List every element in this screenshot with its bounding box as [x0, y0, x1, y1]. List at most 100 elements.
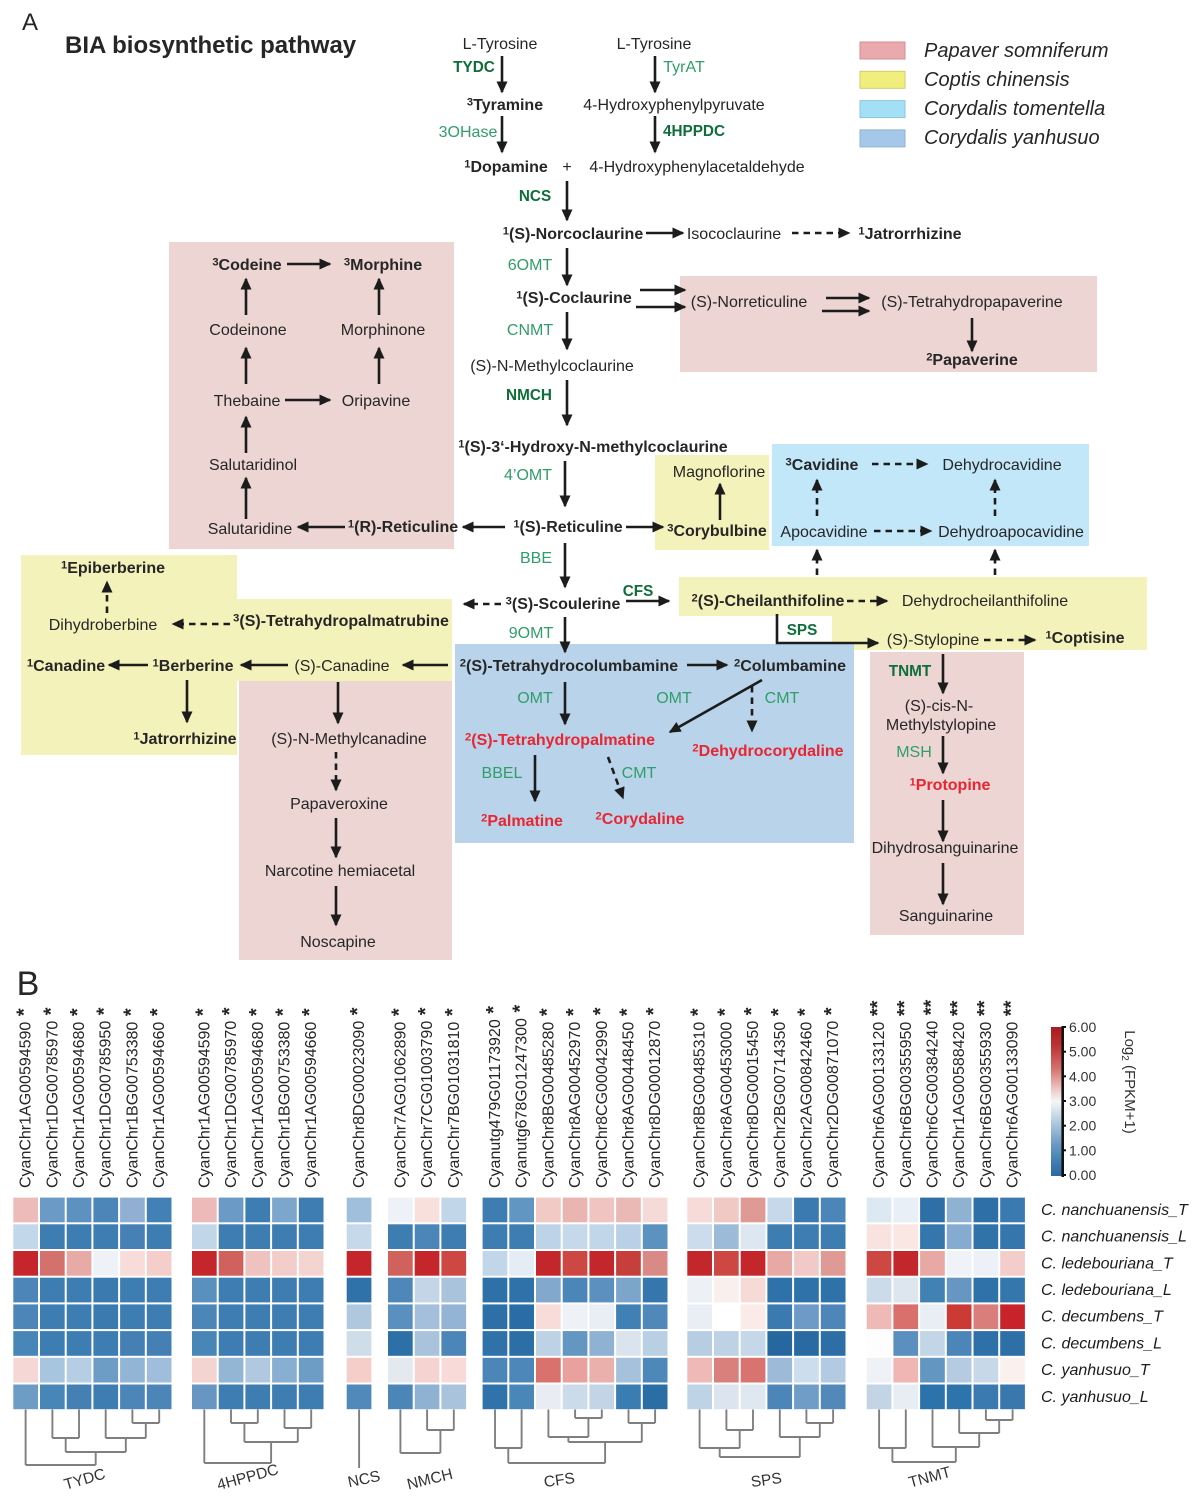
svg-text:TYDC: TYDC — [453, 59, 495, 76]
svg-text:4HPPDC: 4HPPDC — [663, 123, 725, 140]
svg-text:CyanChr2DG00871070 *: CyanChr2DG00871070 * — [821, 1007, 843, 1188]
svg-text:TNMT: TNMT — [889, 663, 932, 680]
svg-text:Corydalis tomentella: Corydalis tomentella — [924, 98, 1105, 120]
svg-text:2Columbamine: 2Columbamine — [734, 658, 846, 676]
svg-text:1(S)-3‘-Hydroxy-N-methylcoclau: 1(S)-3‘-Hydroxy-N-methylcoclaurine — [458, 439, 728, 457]
svg-text:C. ledebouriana_T: C. ledebouriana_T — [1041, 1255, 1174, 1272]
svg-text:1Jatrorrhizine: 1Jatrorrhizine — [133, 731, 236, 749]
svg-text:OMT: OMT — [656, 690, 692, 707]
svg-text:Isococlaurine: Isococlaurine — [687, 226, 781, 243]
svg-text:NMCH: NMCH — [506, 387, 552, 404]
svg-text:1Canadine: 1Canadine — [27, 658, 105, 676]
svg-text:CyanChr8DG00012870 *: CyanChr8DG00012870 * — [643, 1007, 665, 1188]
svg-text:BIA biosynthetic pathway: BIA biosynthetic pathway — [65, 32, 357, 59]
svg-text:2(S)-Tetrahydrocolumbamine: 2(S)-Tetrahydrocolumbamine — [460, 658, 679, 676]
svg-text:3Tyramine: 3Tyramine — [467, 97, 543, 115]
svg-text:Cyanutg479G01173920 *: Cyanutg479G01173920 * — [483, 1006, 505, 1188]
svg-text:0.00: 0.00 — [1069, 1167, 1096, 1183]
svg-text:Narcotine hemiacetal: Narcotine hemiacetal — [265, 863, 415, 880]
svg-text:CyanChr1AG00594590 *: CyanChr1AG00594590 * — [14, 1008, 36, 1188]
svg-text:CyanChr1DG00785970 *: CyanChr1DG00785970 * — [40, 1007, 62, 1188]
svg-text:2(S)-Tetrahydropalmatine: 2(S)-Tetrahydropalmatine — [465, 732, 655, 750]
svg-text:(S)-Tetrahydropapaverine: (S)-Tetrahydropapaverine — [881, 294, 1063, 311]
svg-text:B: B — [17, 965, 40, 1003]
svg-text:6.00: 6.00 — [1069, 1019, 1096, 1035]
svg-text:C. yanhusuo_L: C. yanhusuo_L — [1041, 1389, 1149, 1406]
svg-text:2Dehydrocorydaline: 2Dehydrocorydaline — [692, 743, 843, 761]
svg-text:CNMT: CNMT — [507, 322, 553, 339]
svg-text:CyanChr1DG00785970 *: CyanChr1DG00785970 * — [219, 1007, 241, 1188]
svg-text:NCS: NCS — [346, 1468, 382, 1491]
svg-text:1.00: 1.00 — [1069, 1142, 1096, 1158]
svg-text:CyanChr8BG00485280 *: CyanChr8BG00485280 * — [536, 1008, 558, 1188]
svg-text:1Protopine: 1Protopine — [910, 777, 991, 795]
svg-text:CMT: CMT — [765, 690, 800, 707]
svg-text:CyanChr8AG00453000 *: CyanChr8AG00453000 * — [714, 1008, 736, 1188]
svg-text:Dehydroapocavidine: Dehydroapocavidine — [938, 524, 1084, 541]
svg-text:SPS: SPS — [750, 1470, 783, 1491]
svg-text:CyanChr2BG00714350 *: CyanChr2BG00714350 * — [768, 1008, 790, 1188]
svg-text:3Corybulbine: 3Corybulbine — [667, 523, 767, 541]
svg-text:3Codeine: 3Codeine — [212, 257, 281, 275]
svg-text:(S)-N-Methylcanadine: (S)-N-Methylcanadine — [271, 731, 427, 748]
svg-text:CyanChr6AG00133090 **: CyanChr6AG00133090 ** — [1001, 1000, 1023, 1188]
svg-text:CMT: CMT — [622, 765, 657, 782]
svg-text:BBE: BBE — [520, 550, 552, 567]
svg-text:C. decumbens_L: C. decumbens_L — [1041, 1335, 1162, 1352]
svg-text:3.00: 3.00 — [1069, 1093, 1096, 1109]
svg-text:Papaveroxine: Papaveroxine — [290, 796, 388, 813]
svg-text:CyanChr6AG00133120 **: CyanChr6AG00133120 ** — [867, 1000, 889, 1188]
svg-text:1(R)-Reticuline: 1(R)-Reticuline — [348, 519, 458, 537]
svg-text:1(S)-Norcoclaurine: 1(S)-Norcoclaurine — [503, 226, 644, 244]
svg-text:CyanChr1AG00588420 **: CyanChr1AG00588420 ** — [947, 1000, 969, 1188]
svg-text:Dihydroberbine: Dihydroberbine — [49, 617, 158, 634]
svg-text:C. decumbens_T: C. decumbens_T — [1041, 1309, 1164, 1326]
svg-text:1Berberine: 1Berberine — [153, 658, 234, 676]
svg-text:4’OMT: 4’OMT — [504, 467, 552, 484]
svg-text:C. yanhusuo_T: C. yanhusuo_T — [1041, 1362, 1151, 1379]
svg-text:A: A — [22, 9, 38, 36]
svg-text:MSH: MSH — [896, 744, 932, 761]
svg-text:4-Hydroxyphenylpyruvate: 4-Hydroxyphenylpyruvate — [583, 97, 765, 114]
svg-text:2.00: 2.00 — [1069, 1118, 1096, 1134]
svg-text:C. nanchuanensis_T: C. nanchuanensis_T — [1041, 1202, 1189, 1219]
svg-text:Salutaridine: Salutaridine — [208, 521, 293, 538]
svg-text:Cyanutg678G01247300 *: Cyanutg678G01247300 * — [510, 1005, 532, 1188]
svg-text:Methylstylopine: Methylstylopine — [886, 717, 996, 734]
svg-text:1Jatrorrhizine: 1Jatrorrhizine — [858, 226, 961, 244]
svg-text:CyanChr6BG00355950 **: CyanChr6BG00355950 ** — [894, 1000, 916, 1188]
svg-text:C. nanchuanensis_L: C. nanchuanensis_L — [1041, 1229, 1187, 1246]
svg-text:BBEL: BBEL — [482, 765, 523, 782]
svg-text:4-Hydroxyphenylacetaldehyde: 4-Hydroxyphenylacetaldehyde — [589, 159, 804, 176]
svg-text:6OMT: 6OMT — [508, 257, 553, 274]
svg-text:1Dopamine: 1Dopamine — [464, 159, 548, 177]
svg-text:OMT: OMT — [517, 690, 553, 707]
svg-text:Dihydrosanguinarine: Dihydrosanguinarine — [872, 840, 1019, 857]
svg-text:Thebaine: Thebaine — [214, 393, 281, 410]
svg-text:CyanChr1BG00753380 *: CyanChr1BG00753380 * — [120, 1008, 142, 1188]
svg-text:Salutaridinol: Salutaridinol — [209, 457, 297, 474]
svg-text:CFS: CFS — [623, 583, 654, 600]
svg-text:CyanChr8AG00452970 *: CyanChr8AG00452970 * — [563, 1008, 585, 1188]
svg-text:3OHase: 3OHase — [439, 124, 498, 141]
svg-text:2Palmatine: 2Palmatine — [481, 813, 563, 831]
svg-text:1Epiberberine: 1Epiberberine — [61, 560, 165, 578]
svg-text:CyanChr7AG01062890 *: CyanChr7AG01062890 * — [388, 1008, 410, 1188]
svg-text:CyanChr8BG00485310 *: CyanChr8BG00485310 * — [688, 1008, 710, 1188]
svg-text:Coptis chinensis: Coptis chinensis — [924, 69, 1070, 91]
svg-text:C. ledebouriana_L: C. ledebouriana_L — [1041, 1282, 1172, 1299]
svg-text:4.00: 4.00 — [1069, 1068, 1096, 1084]
svg-text:Oripavine: Oripavine — [342, 393, 411, 410]
svg-text:Sanguinarine: Sanguinarine — [899, 908, 993, 925]
svg-text:2(S)-Cheilanthifoline: 2(S)-Cheilanthifoline — [692, 593, 845, 611]
svg-text:CyanChr7BG01031810 *: CyanChr7BG01031810 * — [442, 1008, 464, 1188]
svg-text:SPS: SPS — [787, 622, 818, 639]
svg-text:Noscapine: Noscapine — [300, 934, 376, 951]
svg-text:CyanChr1AG00594680 *: CyanChr1AG00594680 * — [246, 1008, 268, 1188]
svg-text:CyanChr1AG00594590 *: CyanChr1AG00594590 * — [192, 1008, 214, 1188]
svg-text:3(S)-Tetrahydropalmatrubine: 3(S)-Tetrahydropalmatrubine — [233, 613, 449, 631]
svg-text:CyanChr8DG00015450 *: CyanChr8DG00015450 * — [741, 1007, 763, 1188]
svg-text:Log2 (FPKM+1): Log2 (FPKM+1) — [1119, 1030, 1138, 1134]
svg-text:CyanChr1BG00753380 *: CyanChr1BG00753380 * — [273, 1008, 295, 1188]
svg-text:CyanChr8DG00023090 *: CyanChr8DG00023090 * — [347, 1007, 369, 1188]
